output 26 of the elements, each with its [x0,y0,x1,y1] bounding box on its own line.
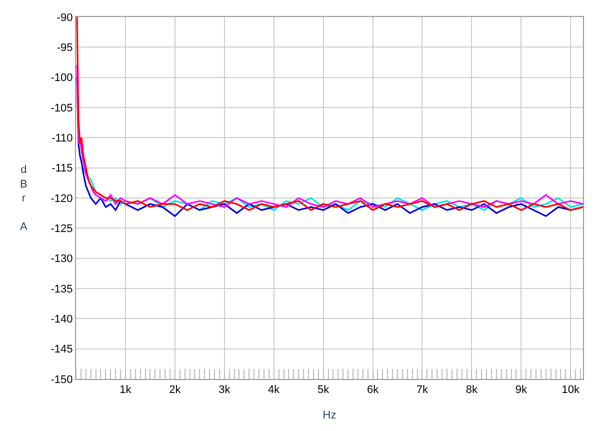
y-tick-label: -110 [52,132,73,145]
y-tick-label: -115 [52,162,73,175]
x-tick-label: 8k [466,384,478,396]
x-axis-title: Hz [322,409,336,422]
y-tick-label: -140 [50,314,73,326]
y-tick-label: -125 [50,223,73,236]
y-tick-label: -90 [56,12,73,24]
line-series [76,17,583,211]
x-tick-label: 9k [515,384,528,396]
x-tick-label: 5k [318,384,330,396]
y-tick-label: -130 [50,253,73,266]
y-tick-label: -145 [50,344,73,356]
y-tick-label: -100 [50,72,73,84]
x-tick-label: 3k [218,384,231,396]
y-tick-label: -95 [56,42,73,54]
text: d B r A [20,164,28,234]
x-tick-label: 6k [366,384,380,396]
y-tick-label: -105 [50,102,73,114]
x-tick-label: 10k [562,384,580,396]
x-tick-label: 1k [120,384,132,396]
x-tick-label: 7k [416,384,429,396]
y-tick-label: -150 [50,374,73,386]
y-tick-label: -135 [50,283,73,296]
y-tick-label: -120 [50,192,73,205]
x-tick-label: 4k [268,384,280,396]
x-tick-label: 2k [169,384,182,396]
